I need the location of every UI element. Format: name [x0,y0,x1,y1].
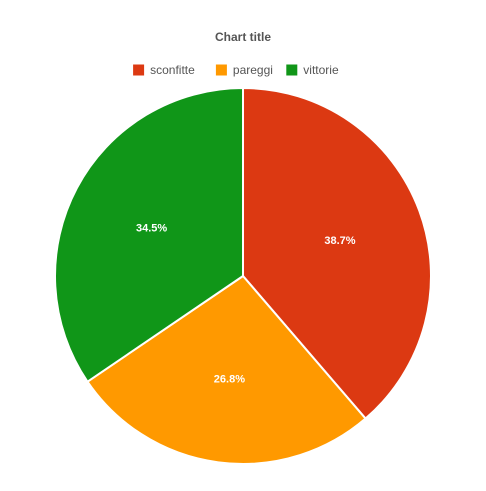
legend: sconfitte pareggi vittorie [133,63,339,77]
legend-swatch-pareggi [215,64,227,76]
legend-label-pareggi: pareggi [233,63,273,77]
pie-slice-sconfitte[interactable] [242,86,432,420]
pie-slice-pareggi[interactable] [86,274,367,465]
legend-swatch-vittorie [286,64,298,76]
pie-slice-vittorie[interactable] [54,86,244,384]
legend-label-sconfitte: sconfitte [150,63,195,77]
slice-label-pareggi: 26.8% [214,374,245,386]
pie-slices [54,86,432,465]
legend-label-vittorie: vittorie [303,63,339,77]
slice-labels: 38.7% 26.8% 34.5% [136,223,356,386]
legend-item-pareggi[interactable]: pareggi [215,63,273,77]
chart-title: Chart title [215,30,271,44]
slice-label-vittorie: 34.5% [136,223,167,235]
legend-item-vittorie[interactable]: vittorie [286,63,339,77]
slice-label-sconfitte: 38.7% [324,235,355,247]
legend-swatch-sconfitte [133,64,145,76]
legend-item-sconfitte[interactable]: sconfitte [133,63,195,77]
